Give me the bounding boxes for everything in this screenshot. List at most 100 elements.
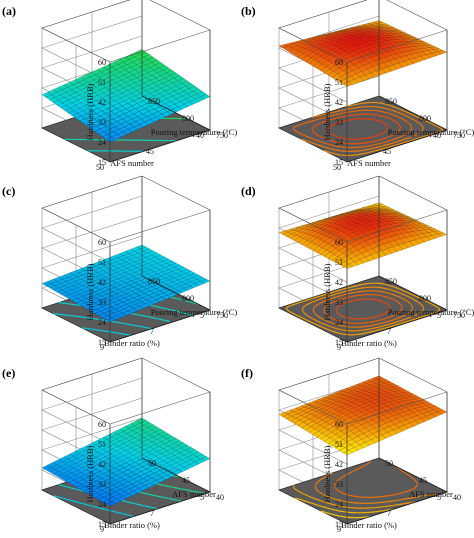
- response-surface: [278, 375, 448, 456]
- z-tick-label: 60: [335, 58, 343, 67]
- right-axis-tick-label: 750: [216, 311, 228, 320]
- box-edges: [278, 357, 449, 525]
- right-axis-tick-label: 850: [148, 277, 160, 286]
- z-tick-label: 24: [98, 138, 106, 147]
- z-axis-title: Hardness (HRB): [85, 445, 95, 502]
- right-axis: 40 45 50 AFS number: [148, 459, 224, 502]
- left-axis-tick-label: 7: [150, 327, 154, 336]
- z-tick-label: 24: [335, 500, 343, 509]
- right-axis-title: Pouring temperature (°C): [151, 307, 238, 317]
- right-axis-tick-label: 750: [216, 131, 228, 140]
- left-axis-title: Binder ratio (%): [104, 520, 160, 530]
- z-tick-label: 15: [335, 158, 343, 167]
- z-tick-label: 42: [98, 278, 106, 287]
- right-axis: 750 800 850 Pouring temperature (°C): [148, 97, 237, 140]
- box-edges: [41, 357, 212, 525]
- box-edges: [278, 0, 449, 163]
- z-tick-label: 33: [98, 480, 106, 489]
- z-tick-labels: 15 24 33 42 51 60: [98, 238, 106, 347]
- z-tick-label: 33: [335, 298, 343, 307]
- z-axis-title: Hardness (HRB): [322, 83, 332, 140]
- z-tick-label: 15: [98, 520, 106, 529]
- panel-label: (c): [2, 184, 15, 198]
- right-axis-tick-label: 45: [419, 476, 427, 485]
- floor-contours: [292, 460, 439, 519]
- panel-f: 15 24 33 42 51 60 Hardness (HRB) 5 7 9 Binder rati…: [241, 357, 461, 534]
- response-surface: [278, 20, 448, 87]
- box-edges: [278, 175, 449, 343]
- z-tick-label: 24: [98, 500, 106, 509]
- z-tick-label: 42: [335, 460, 343, 469]
- left-axis-title: Binder ratio (%): [341, 520, 397, 530]
- left-axis-tick-label: 9: [100, 343, 104, 352]
- panel-label: (f): [241, 366, 253, 380]
- right-axis-tick-label: 800: [182, 114, 194, 123]
- response-surface: [41, 417, 211, 507]
- floor-contours: [292, 101, 444, 157]
- left-axis-tick-label: 7: [150, 509, 154, 518]
- z-tick-label: 51: [335, 78, 343, 87]
- right-axis-title: Pouring temperature (°C): [388, 127, 474, 137]
- z-tick-label: 60: [98, 238, 106, 247]
- panel-a: 15 24 33 42 51 60 Hardness (HRB) 40 45 50 AFS numb…: [2, 0, 237, 172]
- z-tick-label: 33: [98, 118, 106, 127]
- floor-contours: [53, 284, 199, 336]
- left-axis-title: Binder ratio (%): [341, 338, 397, 348]
- response-surface: [278, 202, 448, 269]
- right-axis-tick-label: 50: [148, 459, 156, 468]
- left-axis: 40 45 50 AFS number: [96, 131, 204, 172]
- panel-label: (d): [241, 184, 256, 198]
- z-axis-title: Hardness (HRB): [85, 83, 95, 140]
- right-axis-tick-label: 40: [453, 493, 461, 502]
- right-axis: 750 800 850 Pouring temperature (°C): [385, 97, 474, 140]
- panel-label: (b): [241, 4, 256, 18]
- z-axis-title: Hardness (HRB): [322, 263, 332, 320]
- left-axis-title: Binder ratio (%): [104, 338, 160, 348]
- right-axis-title: Pouring temperature (°C): [151, 127, 238, 137]
- left-axis-tick-label: 5: [200, 311, 204, 320]
- panel-e: 15 24 33 42 51 60 Hardness (HRB) 5 7 9 Binder rati…: [2, 357, 224, 534]
- left-axis: 40 45 50 AFS number: [333, 131, 441, 172]
- z-tick-label: 51: [335, 440, 343, 449]
- z-tick-labels: 15 24 33 42 51 60: [335, 58, 343, 167]
- z-tick-label: 15: [335, 338, 343, 347]
- floor-contours: [285, 282, 441, 336]
- left-axis-tick-label: 9: [100, 525, 104, 534]
- left-axis-tick-label: 45: [146, 147, 154, 156]
- right-axis-tick-label: 850: [148, 97, 160, 106]
- z-tick-label: 51: [98, 78, 106, 87]
- z-tick-labels: 15 24 33 42 51 60: [98, 420, 106, 529]
- z-tick-label: 60: [98, 420, 106, 429]
- left-axis-tick-label: 5: [437, 311, 441, 320]
- panel-label: (e): [2, 366, 15, 380]
- z-tick-labels: 15 24 33 42 51 60: [98, 58, 106, 167]
- right-axis-title: AFS number: [172, 489, 216, 499]
- z-tick-label: 60: [98, 58, 106, 67]
- left-axis-tick-label: 7: [387, 327, 391, 336]
- z-tick-label: 42: [98, 460, 106, 469]
- right-axis: 750 800 850 Pouring temperature (°C): [385, 277, 474, 320]
- left-axis: 5 7 9 Binder ratio (%): [100, 493, 204, 534]
- z-tick-label: 60: [335, 420, 343, 429]
- z-tick-label: 15: [98, 158, 106, 167]
- right-axis: 40 45 50 AFS number: [385, 459, 461, 502]
- z-tick-label: 51: [98, 258, 106, 267]
- panel-c: 15 24 33 42 51 60 Hardness (HRB) 5 7 9 Binder rati…: [2, 175, 238, 352]
- left-axis-tick-label: 5: [200, 493, 204, 502]
- z-tick-label: 24: [335, 318, 343, 327]
- left-axis-tick-label: 50: [96, 163, 104, 172]
- z-tick-label: 51: [335, 258, 343, 267]
- right-axis-tick-label: 800: [419, 114, 431, 123]
- left-axis-title: AFS number: [110, 158, 154, 168]
- z-tick-label: 24: [98, 318, 106, 327]
- z-tick-label: 24: [335, 138, 343, 147]
- z-tick-label: 51: [98, 440, 106, 449]
- left-axis-tick-label: 45: [383, 147, 391, 156]
- response-surface: [41, 49, 211, 143]
- left-axis: 5 7 9 Binder ratio (%): [100, 311, 204, 352]
- panel-d: 15 24 33 42 51 60 Hardness (HRB) 5 7 9 Binder rati…: [241, 175, 474, 352]
- left-axis-title: AFS number: [347, 158, 391, 168]
- z-tick-label: 15: [335, 520, 343, 529]
- left-axis-tick-label: 40: [433, 131, 441, 140]
